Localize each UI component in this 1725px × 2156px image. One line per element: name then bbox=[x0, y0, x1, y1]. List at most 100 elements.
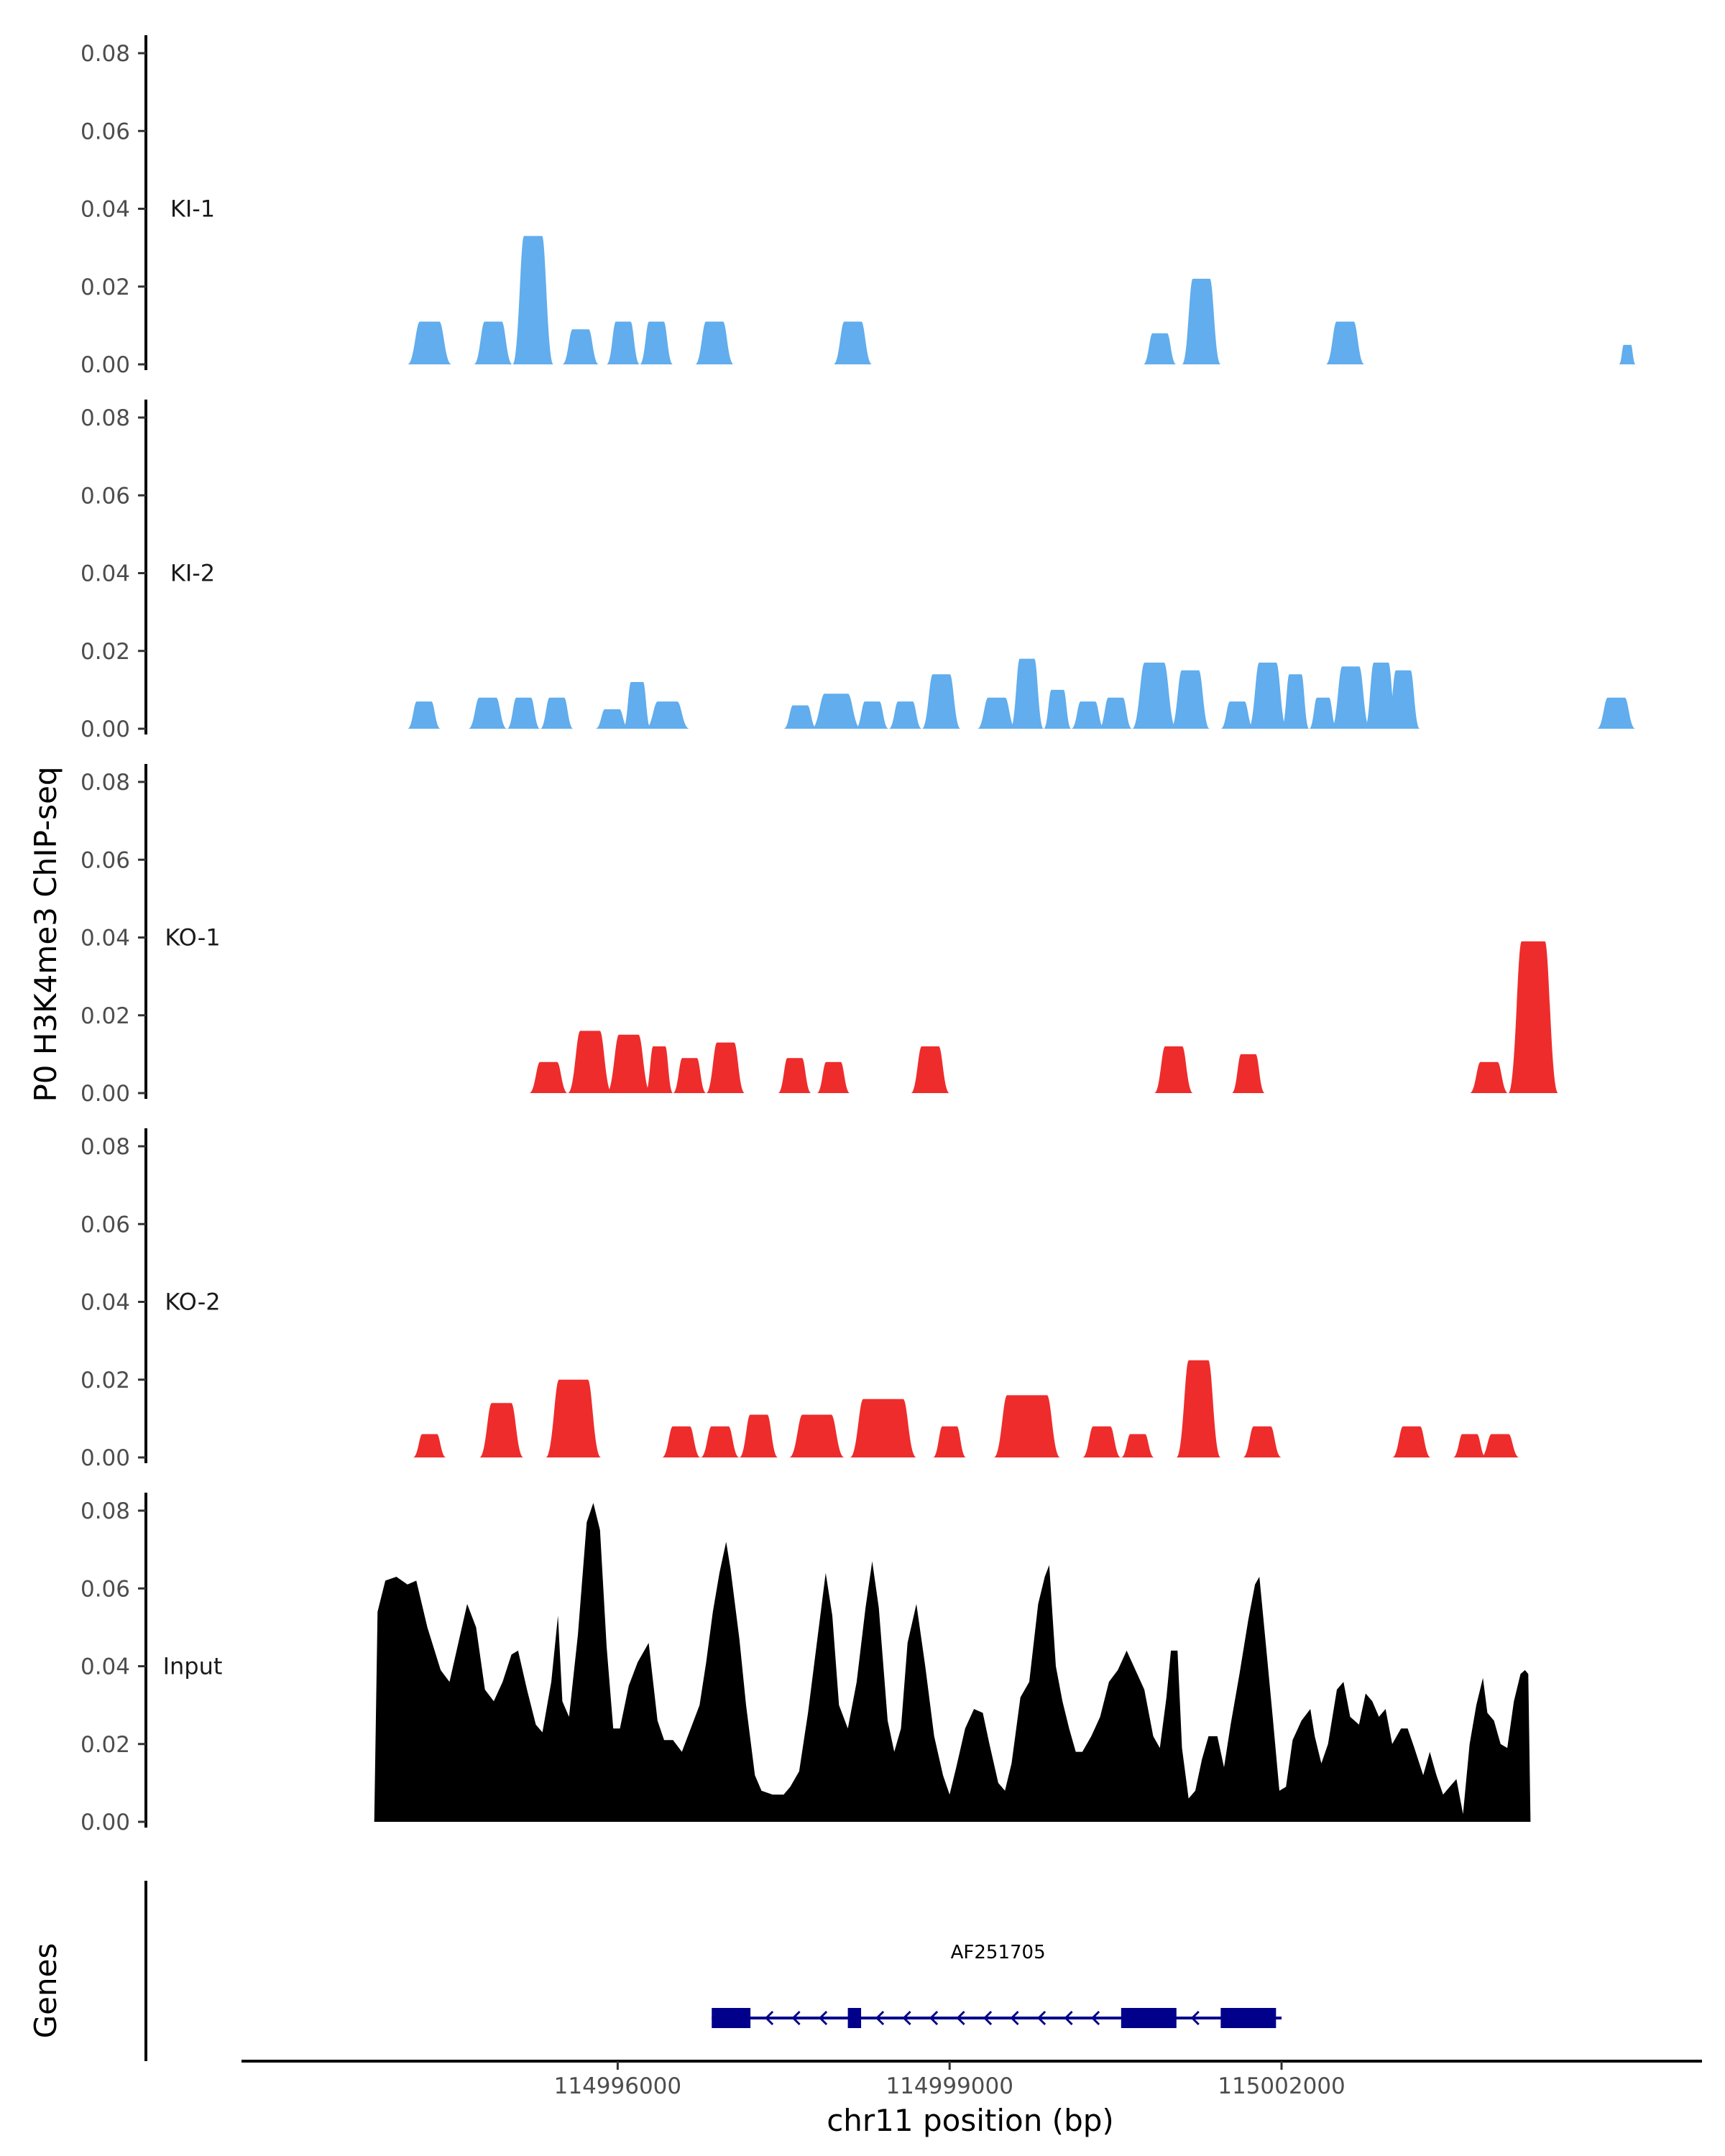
x-axis: 114996000 114999000 115002000 bbox=[242, 2060, 1702, 2099]
y-tick-label: 0.06 bbox=[80, 1576, 130, 1602]
y-axis-title: P0 H3K4me3 ChIP-seq bbox=[28, 766, 63, 1102]
signal-peak bbox=[1469, 1061, 1509, 1093]
gene-exon bbox=[1121, 2008, 1177, 2028]
strand-arrow bbox=[818, 2010, 828, 2026]
signal-peak bbox=[1619, 344, 1636, 364]
y-tick-label: 0.08 bbox=[80, 41, 130, 67]
genes-layer: AF251705 bbox=[144, 1881, 1282, 2061]
y-tick-label: 0.00 bbox=[80, 717, 130, 742]
strand-arrow bbox=[791, 2010, 801, 2026]
y-tick-label: 0.06 bbox=[80, 847, 130, 873]
strand-arrow bbox=[1036, 2010, 1046, 2026]
x-axis-title: chr11 position (bp) bbox=[827, 2103, 1114, 2138]
signal-peak bbox=[645, 1046, 673, 1093]
gene-exon bbox=[712, 2008, 751, 2028]
x-tick-label: 114999000 bbox=[886, 2073, 1013, 2099]
signal-peak bbox=[623, 682, 651, 729]
signal-peak bbox=[1010, 658, 1044, 729]
signal-peak bbox=[607, 1034, 651, 1093]
y-tick-label: 0.00 bbox=[80, 1810, 130, 1835]
signal-peak bbox=[933, 1426, 967, 1457]
y-tick-label: 0.02 bbox=[80, 639, 130, 665]
track-label: KO-2 bbox=[165, 1289, 220, 1316]
strand-arrow bbox=[956, 2010, 965, 2026]
signal-peak bbox=[1082, 1426, 1121, 1457]
strand-arrow bbox=[983, 2010, 993, 2026]
signal-peak bbox=[1171, 670, 1210, 729]
signal-peak bbox=[700, 1426, 740, 1457]
signal-peak bbox=[595, 709, 629, 729]
signal-peak bbox=[778, 1058, 811, 1093]
y-tick-label: 0.08 bbox=[80, 1134, 130, 1160]
strand-arrow bbox=[875, 2010, 885, 2026]
signal-peak bbox=[1508, 941, 1558, 1093]
strand-arrow bbox=[1064, 2010, 1073, 2026]
signal-peak bbox=[529, 1061, 569, 1093]
strand-arrow bbox=[1010, 2010, 1019, 2026]
signal-peak bbox=[1331, 666, 1371, 729]
signal-peak bbox=[673, 1058, 707, 1093]
y-tick-label: 0.02 bbox=[80, 1003, 130, 1029]
track-label: KI-2 bbox=[170, 560, 215, 587]
signal-peak bbox=[1143, 333, 1177, 364]
signal-peak bbox=[816, 1061, 850, 1093]
signal-peak bbox=[850, 1399, 916, 1457]
signal-peak bbox=[739, 1414, 778, 1457]
track-ko-2: 0.00 0.02 0.04 0.06 0.08 KO-2 bbox=[80, 1128, 1519, 1471]
y-tick-label: 0.06 bbox=[80, 483, 130, 509]
signal-peak bbox=[977, 697, 1016, 729]
signal-peak bbox=[1392, 1426, 1431, 1457]
track-label: KI-1 bbox=[170, 195, 215, 223]
y-tick-label: 0.04 bbox=[80, 926, 130, 952]
y-tick-label: 0.00 bbox=[80, 352, 130, 378]
signal-peak bbox=[507, 697, 540, 729]
signal-peak bbox=[512, 236, 554, 364]
strand-arrow bbox=[764, 2010, 774, 2026]
signal-peak bbox=[1121, 1434, 1154, 1457]
signal-peak bbox=[1364, 663, 1398, 729]
signal-peak bbox=[413, 1434, 446, 1457]
y-tick-label: 0.02 bbox=[80, 1732, 130, 1758]
signal-peak bbox=[695, 321, 734, 364]
track-input: 0.00 0.02 0.04 0.06 0.08 Input bbox=[80, 1493, 1531, 1835]
signal-peak bbox=[911, 1046, 950, 1093]
y-tick-label: 0.00 bbox=[80, 1445, 130, 1471]
signal-peak bbox=[540, 697, 574, 729]
x-tick-label: 115002000 bbox=[1218, 2073, 1346, 2099]
signal-peak bbox=[568, 1031, 612, 1093]
signal-peak bbox=[1309, 697, 1337, 729]
signal-peak bbox=[833, 321, 873, 364]
signal-peak bbox=[1248, 663, 1287, 729]
strand-arrow bbox=[1190, 2010, 1200, 2026]
signal-peak bbox=[479, 1403, 524, 1457]
signal-peak bbox=[474, 321, 513, 364]
signal-peak bbox=[1071, 701, 1105, 729]
signal-peak bbox=[1481, 1434, 1519, 1457]
gene-exon bbox=[1220, 2008, 1276, 2028]
signal-peak bbox=[1231, 1054, 1265, 1093]
signal-peak bbox=[1182, 278, 1221, 364]
signal-peak bbox=[1176, 1360, 1221, 1457]
y-tick-label: 0.06 bbox=[80, 1212, 130, 1238]
signal-peak bbox=[789, 1414, 845, 1457]
y-tick-label: 0.02 bbox=[80, 275, 130, 300]
signal-peak bbox=[1386, 670, 1420, 729]
y-tick-label: 0.02 bbox=[80, 1368, 130, 1393]
genes-track-title: Genes bbox=[28, 1943, 63, 2039]
y-tick-label: 0.08 bbox=[80, 770, 130, 796]
signal-peak bbox=[855, 701, 889, 729]
y-tick-label: 0.04 bbox=[80, 1290, 130, 1316]
strand-arrow bbox=[1090, 2010, 1100, 2026]
track-label: KO-1 bbox=[165, 924, 220, 952]
track-label: Input bbox=[163, 1653, 223, 1680]
track-ko-1: 0.00 0.02 0.04 0.06 0.08 KO-1 bbox=[80, 764, 1558, 1107]
signal-peak bbox=[407, 701, 441, 729]
signal-peak bbox=[1243, 1426, 1282, 1457]
y-tick-label: 0.00 bbox=[80, 1081, 130, 1107]
strand-arrow bbox=[929, 2010, 939, 2026]
track-ki-1: 0.00 0.02 0.04 0.06 0.08 KI-1 bbox=[80, 35, 1636, 378]
track-ki-2: 0.00 0.02 0.04 0.06 0.08 KI-2 bbox=[80, 400, 1636, 742]
signal-peak bbox=[546, 1379, 602, 1457]
signal-peak bbox=[1453, 1434, 1486, 1457]
